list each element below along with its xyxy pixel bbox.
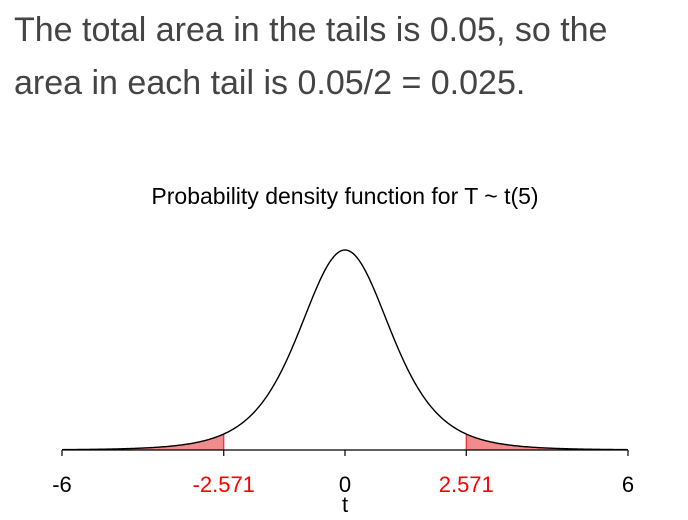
left-tail-area — [62, 434, 224, 450]
x-tick-label: 6 — [622, 472, 634, 497]
x-tick-label: -2.571 — [193, 472, 255, 497]
density-curve — [61, 249, 629, 451]
right-tail-area — [466, 434, 628, 450]
intro-line-2: area in each tail is 0.05/2 = 0.025. — [14, 64, 526, 102]
x-axis: -6 -2.571 0 2.571 6 — [52, 449, 634, 497]
x-tick-label: -6 — [52, 472, 72, 497]
x-axis-label: t — [342, 492, 348, 517]
intro-line-1: The total area in the tails is 0.05, so … — [14, 11, 608, 49]
tail-areas — [62, 434, 628, 450]
x-tick-label: 0 — [339, 472, 351, 497]
x-tick-label: 2.571 — [439, 472, 494, 497]
intro-text: The total area in the tails is 0.05, so … — [14, 4, 684, 110]
chart-title: Probability density function for T ~ t(5… — [151, 183, 538, 209]
density-curve-layer — [61, 249, 629, 451]
